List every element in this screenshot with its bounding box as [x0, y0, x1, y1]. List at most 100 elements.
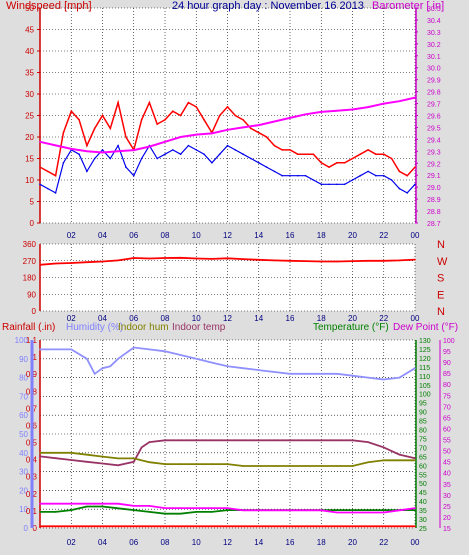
- barometer-tick-label: 30.3: [427, 30, 441, 37]
- humidity-tick-label: 0: [24, 524, 29, 533]
- barometer-tick-label: 30.4: [427, 18, 441, 25]
- dew-point-tick-label: 85: [443, 371, 451, 378]
- avg-point: [375, 174, 377, 177]
- compass-tick-label: W: [437, 256, 448, 268]
- temperature-point: [133, 509, 135, 511]
- gust-point: [234, 114, 237, 117]
- barometer-tick-label: 30.2: [427, 42, 441, 49]
- gust-point: [109, 127, 112, 130]
- dew-point-tick-label: 90: [443, 360, 451, 367]
- x-tick-label: 10: [192, 314, 201, 323]
- indoor-temp-point: [289, 439, 291, 442]
- humidity-point: [109, 365, 112, 368]
- avg-point: [164, 153, 166, 155]
- dew-point-tick-label: 15: [443, 526, 451, 533]
- indoor-hum-header: Indoor hum: [118, 322, 169, 333]
- gust-point: [101, 114, 104, 117]
- barometer-point: [414, 96, 416, 99]
- x-tick-label: 22: [379, 314, 388, 323]
- direction-point: [320, 260, 323, 263]
- gust-point: [406, 174, 409, 177]
- dew-point-tick-label: 40: [443, 471, 451, 478]
- dew-point-point: [70, 502, 73, 505]
- gust-point: [328, 166, 330, 168]
- indoor-temp-point: [336, 439, 338, 442]
- x-tick-label: 22: [379, 538, 388, 547]
- avg-point: [250, 157, 252, 160]
- dew-point-point: [320, 509, 323, 512]
- x-tick-label: 04: [98, 538, 107, 547]
- humidity-tick-label: 10: [19, 505, 28, 514]
- humidity-point: [304, 373, 307, 375]
- temperature-tick-label: 55: [419, 472, 427, 479]
- barometer-point: [398, 100, 401, 102]
- indoor-hum-point: [242, 465, 244, 467]
- barometer-point: [70, 148, 73, 150]
- indoor-temp-point: [273, 439, 276, 442]
- humidity-tick-label: 30: [19, 468, 28, 477]
- temperature-tick-label: 40: [419, 499, 427, 506]
- rain-tick-label: 1: [33, 353, 38, 362]
- indoor-hum-point: [336, 465, 338, 467]
- temperature-tick-label: 50: [419, 481, 427, 488]
- rainfall-header: Rainfall (.in): [2, 322, 55, 333]
- gust-point: [70, 110, 73, 112]
- temperature-point: [211, 511, 213, 513]
- indoor-temp-point: [164, 439, 166, 442]
- temperature-point: [414, 509, 416, 511]
- barometer-tick-label: 29.0: [427, 185, 441, 192]
- humidity-point: [367, 376, 369, 379]
- temperature-tick-label: 75: [419, 436, 427, 443]
- x-tick-label: 04: [98, 231, 107, 240]
- wind-tick-label: 50: [25, 4, 34, 13]
- dew-point-point: [148, 505, 151, 507]
- indoor-hum-point: [367, 461, 369, 464]
- avg-point: [273, 170, 276, 173]
- temperature-tick-label: 125: [419, 347, 431, 354]
- barometer-point: [258, 124, 260, 126]
- indoor-temp-point: [211, 439, 213, 442]
- direction-point: [304, 260, 307, 262]
- x-tick-label: 00: [411, 538, 420, 547]
- direction-point: [70, 262, 73, 264]
- gust-point: [398, 170, 401, 173]
- dew-point-tick-label: 70: [443, 404, 451, 411]
- direction-point: [39, 264, 41, 266]
- x-tick-label: 02: [67, 314, 76, 323]
- gust-point: [242, 119, 244, 121]
- dew-point-tick-label: 95: [443, 349, 451, 356]
- x-tick-label: 22: [379, 231, 388, 240]
- indoor-temp-point: [226, 439, 229, 442]
- x-tick-label: 18: [317, 314, 326, 323]
- indoor-hum-point: [39, 452, 41, 454]
- dew-point-point: [117, 502, 119, 505]
- temperature-tick-label: 100: [419, 392, 431, 399]
- wind-axis-label: Windspeed [mph]: [6, 0, 92, 12]
- direction-tick-label: 90: [27, 290, 36, 299]
- indoor-hum-point: [258, 465, 260, 467]
- wind-tick-label: 35: [25, 69, 34, 78]
- direction-tick-label: 180: [23, 274, 37, 283]
- dew-point-point: [54, 502, 57, 505]
- wind-tick-label: 5: [30, 198, 35, 207]
- x-tick-label: 12: [223, 314, 232, 323]
- temperature-point: [336, 509, 338, 511]
- gust-point: [179, 114, 182, 117]
- x-tick-label: 08: [161, 314, 170, 323]
- direction-point: [179, 257, 182, 259]
- humidity-point: [179, 354, 182, 356]
- dew-point-tick-label: 20: [443, 515, 451, 522]
- gust-point: [414, 166, 416, 168]
- direction-point: [258, 259, 260, 261]
- barometer-point: [289, 117, 291, 119]
- direction-point: [133, 257, 135, 259]
- direction-point: [351, 260, 354, 262]
- avg-point: [367, 170, 369, 173]
- avg-point: [234, 149, 237, 151]
- dew-point-tick-label: 60: [443, 426, 451, 433]
- indoor-hum-point: [133, 457, 135, 460]
- temperature-tick-label: 110: [419, 374, 430, 381]
- barometer-axis-label: Barometer [ in]: [372, 0, 444, 12]
- gust-point: [289, 149, 291, 151]
